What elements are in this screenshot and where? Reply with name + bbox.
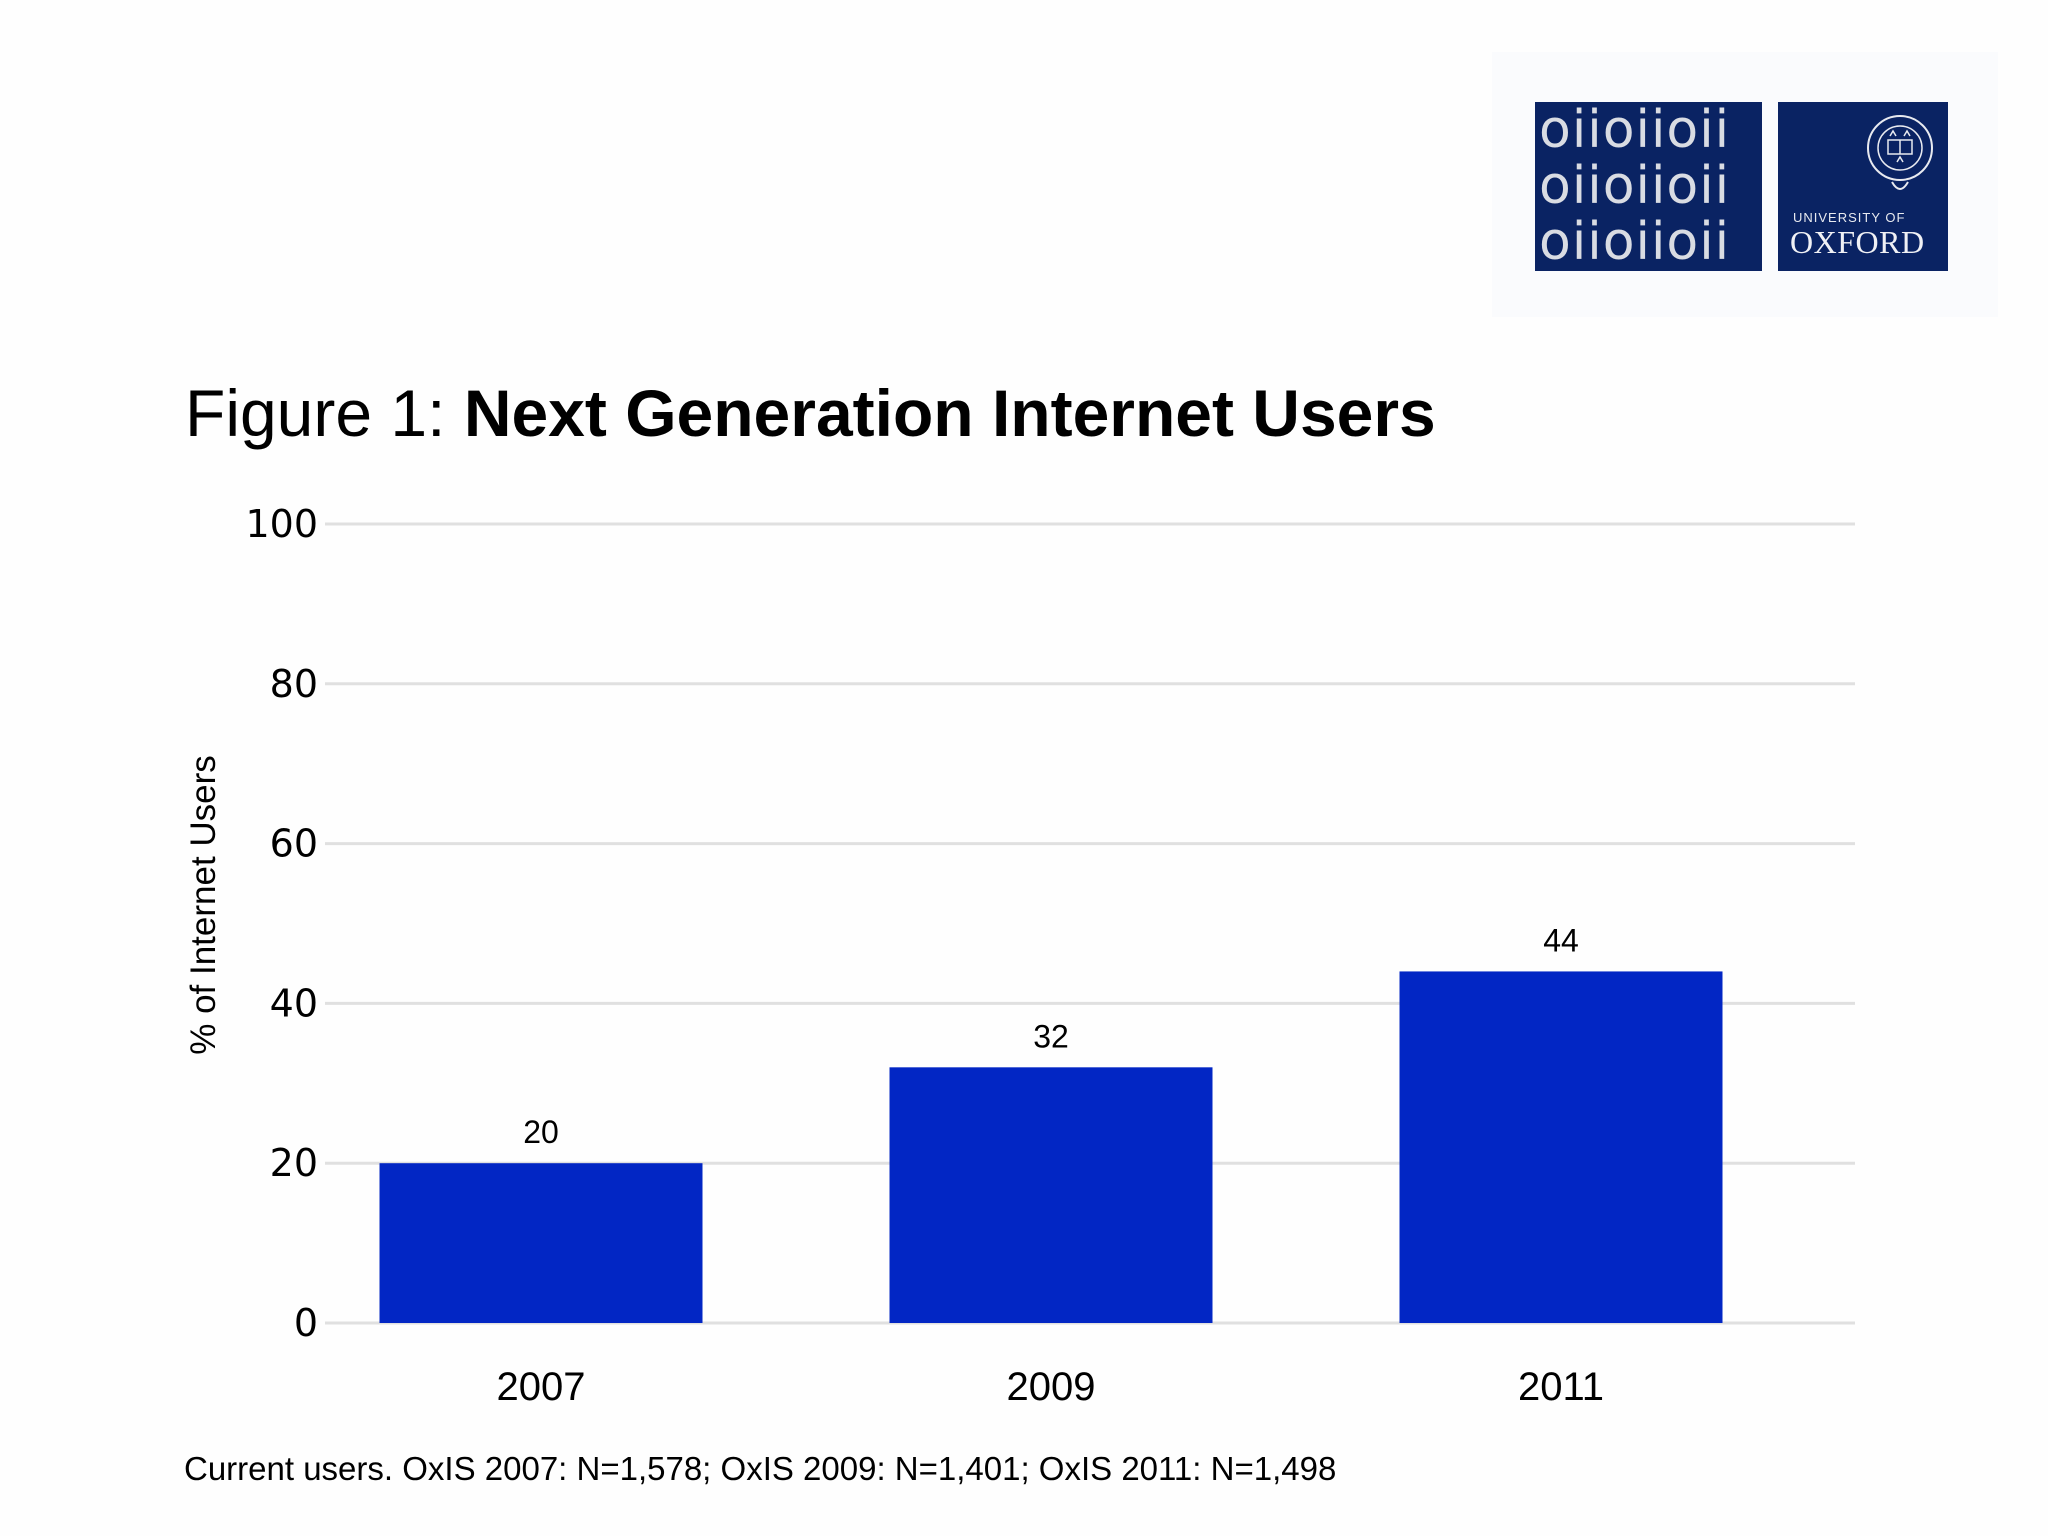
x-tick-label: 2009 — [1007, 1365, 1096, 1409]
figure-title-text: Next Generation Internet Users — [463, 376, 1436, 450]
footnote: Current users. OxIS 2007: N=1,578; OxIS … — [184, 1450, 1337, 1487]
binary-row: oiioiioii — [1539, 156, 1731, 216]
oii-binary-logo: oiioiioii oiioiioii oiioiioii — [1535, 102, 1762, 271]
data-labels: 20 32 44 — [523, 922, 1579, 1150]
y-tick-label: 0 — [294, 1301, 318, 1345]
oxford-text: OXFORD — [1790, 224, 1925, 260]
y-tick-labels: 0 20 40 60 80 100 — [245, 502, 318, 1345]
bars — [379, 971, 1723, 1323]
x-tick-label: 2007 — [497, 1365, 586, 1409]
data-label: 20 — [523, 1114, 559, 1150]
university-of-text: UNIVERSITY OF — [1793, 210, 1906, 225]
y-axis-label: % of Internet Users — [184, 755, 223, 1055]
data-label: 32 — [1033, 1018, 1069, 1054]
figure-prefix: Figure 1: — [185, 376, 446, 450]
bar-2011 — [1399, 971, 1723, 1323]
x-tick-labels: 2007 2009 2011 — [497, 1365, 1605, 1409]
y-tick-label: 20 — [270, 1141, 318, 1185]
oxford-crest-icon — [1867, 115, 1933, 190]
bar-2007 — [379, 1163, 703, 1323]
bar-2009 — [889, 1067, 1213, 1323]
y-tick-label: 40 — [270, 981, 318, 1025]
y-tick-label: 80 — [270, 662, 318, 706]
x-tick-label: 2011 — [1518, 1365, 1604, 1409]
oxford-logo: UNIVERSITY OF OXFORD — [1778, 102, 1948, 271]
binary-row: oiioiioii — [1539, 212, 1731, 271]
figure-title: Figure 1: Next Generation Internet Users — [185, 375, 1436, 451]
binary-row: oiioiioii — [1539, 102, 1731, 160]
y-tick-label: 100 — [245, 502, 318, 546]
data-label: 44 — [1543, 922, 1579, 958]
y-tick-label: 60 — [270, 822, 318, 866]
